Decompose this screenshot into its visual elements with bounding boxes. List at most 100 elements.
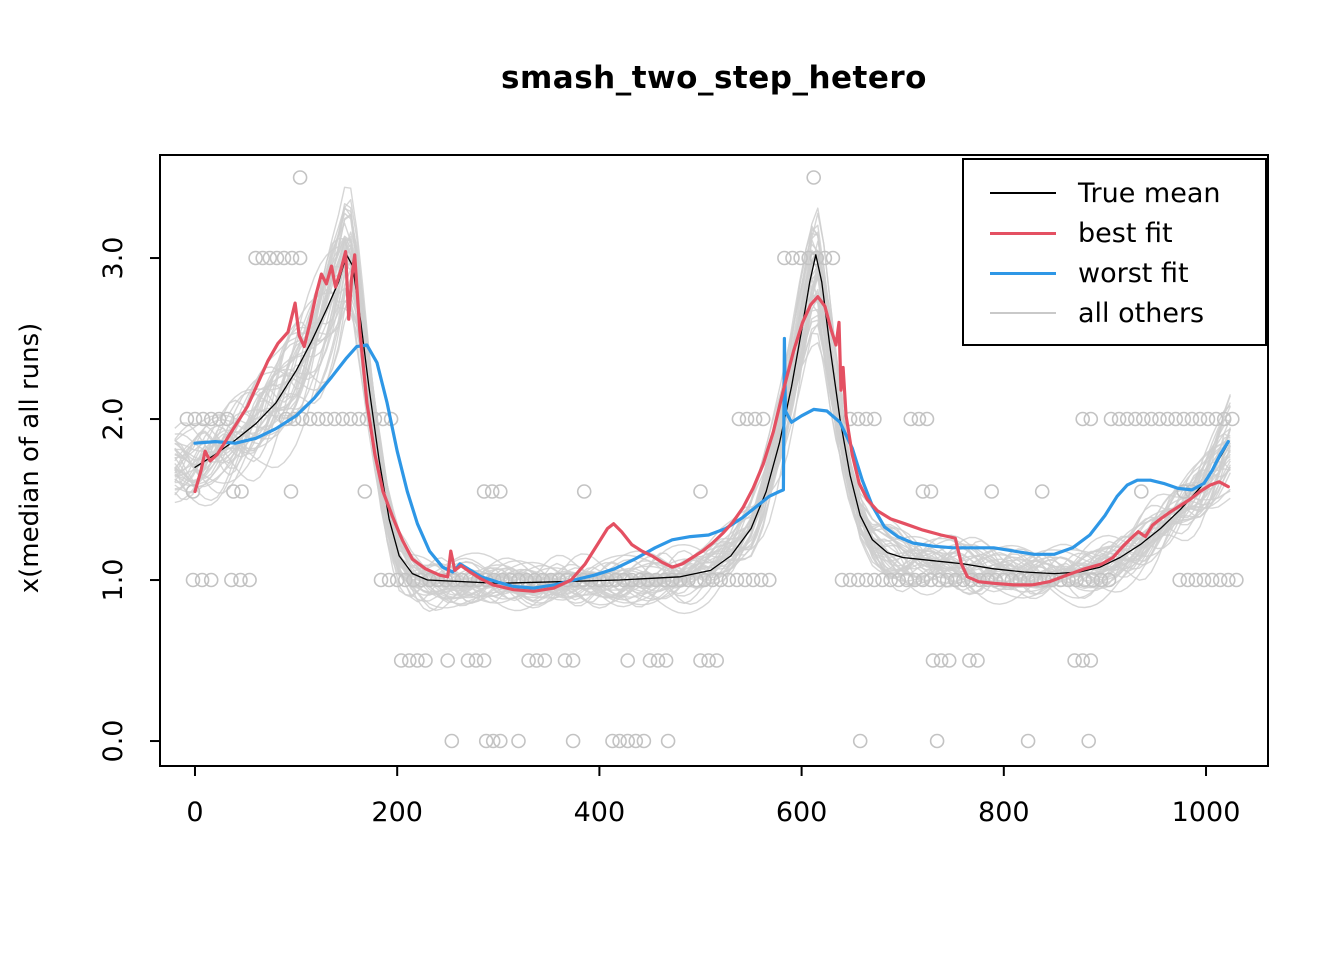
scatter-point <box>867 572 882 588</box>
scatter-point <box>947 572 963 588</box>
series-lines <box>193 250 1230 593</box>
scatter-point <box>1067 653 1082 668</box>
scatter-point <box>1028 572 1044 588</box>
scatter-point <box>1216 411 1232 427</box>
scatter-point <box>648 572 664 588</box>
legend-label: True mean <box>1078 177 1221 209</box>
scatter-point <box>612 733 627 749</box>
scatter-point <box>1160 411 1175 427</box>
scatter-point <box>858 572 874 588</box>
scatter-point <box>521 653 536 668</box>
scatter-point <box>809 250 825 266</box>
scatter-point <box>745 572 761 588</box>
legend-line-swatch <box>990 271 1056 275</box>
scatter-point <box>1004 572 1020 588</box>
scatter-point <box>373 572 389 588</box>
scatter-point <box>393 653 409 668</box>
scatter-point <box>242 572 257 588</box>
scatter-point <box>640 572 656 588</box>
scatter-point <box>891 572 907 588</box>
y-axis: 0.0 1.0 2.0 3.0 <box>98 237 160 762</box>
scatter-point <box>1081 733 1096 749</box>
scatter-point <box>294 411 310 427</box>
scatter-point <box>737 572 753 588</box>
scatter-point <box>343 411 359 427</box>
scatter-point <box>292 170 308 185</box>
scatter-point <box>529 653 545 668</box>
scatter-point <box>1020 733 1036 749</box>
scatter-point <box>224 572 239 588</box>
scatter-point <box>476 653 492 668</box>
worst-fit-line <box>193 336 1230 590</box>
scatter-point <box>1200 411 1216 427</box>
scatter-point <box>248 250 263 266</box>
scatter-point <box>1188 572 1204 588</box>
scatter-point <box>286 411 302 427</box>
scatter-point <box>842 411 858 427</box>
chart-title: smash_two_step_hetero <box>501 60 927 96</box>
scatter-point <box>693 484 708 499</box>
scatter-point <box>576 484 592 499</box>
scatter-point <box>605 733 620 749</box>
x-tick-label: 0 <box>186 797 203 828</box>
scatter-point <box>834 572 850 588</box>
scatter-point <box>335 411 350 427</box>
scatter-point <box>446 572 462 588</box>
scatter-point <box>747 411 763 427</box>
x-tick-label: 400 <box>574 797 626 828</box>
scatter-point <box>492 484 508 499</box>
legend: True mean best fit worst fit all others <box>962 158 1267 346</box>
scatter-point <box>731 411 747 427</box>
scatter-point <box>1204 572 1220 588</box>
scatter-point <box>557 653 573 668</box>
scatter-point <box>262 250 278 266</box>
scatter-point <box>1225 411 1240 427</box>
scatter-point <box>642 653 658 668</box>
scatter-point <box>537 653 553 668</box>
scatter-point <box>899 572 915 588</box>
scatter-point <box>956 572 971 588</box>
scatter-point <box>484 484 500 499</box>
scatter-point <box>203 411 219 427</box>
scatter-point <box>697 572 712 588</box>
scatter-point <box>351 411 367 427</box>
scatter-point <box>1176 484 1192 499</box>
legend-line-swatch <box>990 312 1056 314</box>
scatter-point <box>911 411 927 427</box>
scatter-point <box>915 484 931 499</box>
scatter-point <box>941 653 957 668</box>
scatter-point <box>970 653 985 668</box>
scatter-point <box>1083 411 1099 427</box>
scatter-point <box>1085 572 1101 588</box>
scatter-point <box>485 733 501 749</box>
scatter-point <box>923 484 939 499</box>
scatter-point <box>875 572 890 588</box>
scatter-point <box>1192 411 1208 427</box>
scatter-point <box>418 653 433 668</box>
scatter-point <box>565 653 581 668</box>
scatter-point <box>187 411 203 427</box>
scatter-point <box>842 572 858 588</box>
scatter-point <box>454 572 470 588</box>
scatter-point <box>255 250 271 266</box>
legend-line-swatch <box>990 231 1056 235</box>
scatter-point <box>739 411 755 427</box>
scatter-point <box>179 411 195 427</box>
scatter-point <box>444 733 460 749</box>
scatter-point <box>709 653 725 668</box>
legend-label: best fit <box>1078 217 1173 249</box>
scatter-point <box>397 572 413 588</box>
scatter-point <box>1075 653 1090 668</box>
scatter-point <box>988 572 1004 588</box>
scatter-point <box>761 572 777 588</box>
legend-label: worst fit <box>1078 257 1189 289</box>
scatter-point <box>234 484 249 499</box>
scatter-point <box>440 653 456 668</box>
scatter-point <box>381 572 397 588</box>
scatter-point <box>1196 572 1212 588</box>
scatter-point <box>858 411 874 427</box>
scatter-point <box>755 411 771 427</box>
scatter-point <box>284 250 300 266</box>
x-tick-label: 600 <box>776 797 828 828</box>
